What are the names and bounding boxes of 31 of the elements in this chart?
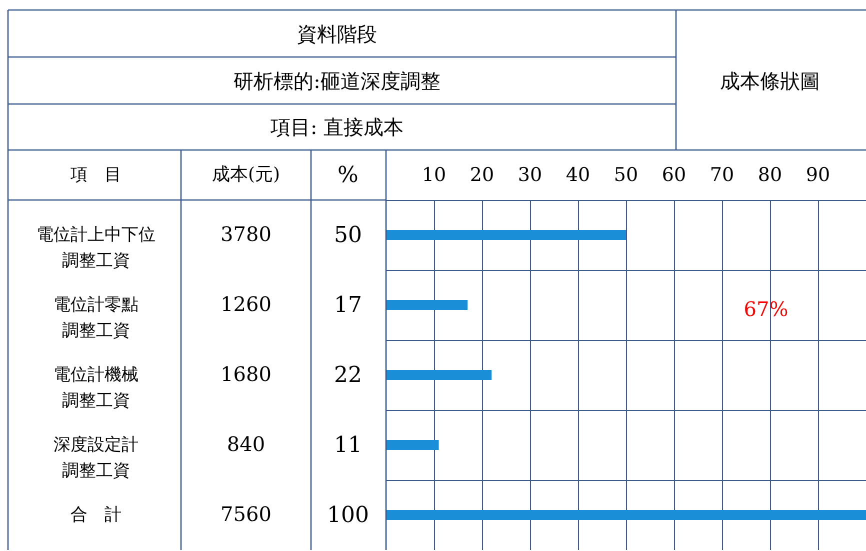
x2-tick-label: 30 xyxy=(518,164,542,186)
x2-tick-label: 50 xyxy=(614,164,638,186)
x2-tick-label: 90 xyxy=(806,164,830,186)
x2-tick-label: 80 xyxy=(758,164,782,186)
chart-title: 資料階段 xyxy=(297,22,377,46)
text: 項 目 xyxy=(70,165,122,185)
chart-subtitle: 研析標的:砸道深度調整 xyxy=(234,69,440,93)
text: 7560 xyxy=(220,502,272,526)
data-label: 11 xyxy=(334,433,362,458)
x2-tick-label: 20 xyxy=(470,164,494,186)
text: 成本條狀圖 xyxy=(720,69,820,93)
y-tick-label: 深度設定計調整工資 xyxy=(54,435,138,481)
data-label: 22 xyxy=(334,363,362,388)
y-tick-label: 電位計零點調整工資 xyxy=(54,295,138,341)
x2-tick-label: 10 xyxy=(422,164,446,186)
text: 1260 xyxy=(220,292,272,316)
text: 840 xyxy=(226,432,266,456)
data-label: 100 xyxy=(327,503,369,528)
text: 成本(元) xyxy=(212,164,280,185)
text: 1680 xyxy=(220,362,272,386)
x2-tick-label: 40 xyxy=(566,164,590,186)
y-tick-label: 電位計機械調整工資 xyxy=(54,365,138,411)
text: % xyxy=(338,163,358,188)
y-tick-label: 合 計 xyxy=(70,505,122,525)
data-label: 50 xyxy=(334,223,362,248)
text: 3780 xyxy=(220,222,272,246)
y-tick-label: 電位計上中下位調整工資 xyxy=(36,225,156,271)
text: 項目: 直接成本 xyxy=(269,115,404,139)
x2-tick-label: 70 xyxy=(710,164,734,186)
data-label: 17 xyxy=(334,293,362,318)
x2-tick-label: 60 xyxy=(662,164,686,186)
